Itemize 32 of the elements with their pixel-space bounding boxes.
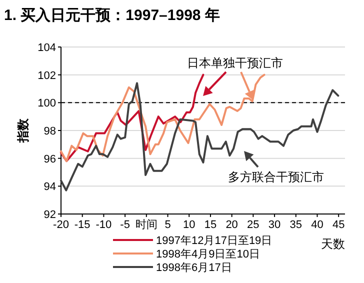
line-series (60, 74, 266, 162)
y-tick-label: 102 (38, 70, 56, 82)
y-tick-label: 100 (38, 98, 56, 110)
annotation: 日本单独干预汇市 (187, 56, 283, 70)
x-tick-label: -15 (74, 219, 90, 231)
x-tick-label: -10 (96, 219, 112, 231)
line-series (60, 82, 340, 192)
annotation: 多方联合干预汇市 (228, 170, 324, 184)
y-tick-label: 92 (44, 209, 56, 221)
chart-title: 1. 买入日元干预：1997–1998 年 (4, 7, 220, 24)
y-tick-label: 98 (44, 126, 56, 138)
legend-label: 1997年12月17日至19日 (156, 235, 272, 247)
y-tick-label: 96 (44, 153, 56, 166)
x-tick-label: 20 (226, 219, 238, 231)
legend-label: 1998年6月17日 (156, 262, 232, 274)
x-tick-label: 35 (290, 219, 302, 231)
x-tick-label: -5 (120, 219, 130, 231)
x-tick-label: 25 (247, 219, 260, 231)
x-tick-label: 15 (204, 219, 217, 231)
line-series (60, 74, 204, 162)
y-tick-label: 104 (38, 42, 56, 54)
y-axis-title: 指数 (16, 118, 30, 144)
legend-label: 1998年4月9日至10日 (156, 248, 260, 260)
y-tick-label: 94 (44, 181, 56, 194)
x-tick-label: 30 (268, 219, 281, 231)
x-tick-label: 10 (182, 219, 196, 231)
x-tick-label: 40 (311, 219, 324, 231)
x-axis-title: 天数 (321, 237, 345, 251)
x-tick-label: -20 (53, 219, 69, 231)
x-tick-label: 时间 (135, 218, 158, 231)
x-tick-label: 45 (332, 219, 345, 231)
x-tick-label: 5 (164, 219, 171, 231)
